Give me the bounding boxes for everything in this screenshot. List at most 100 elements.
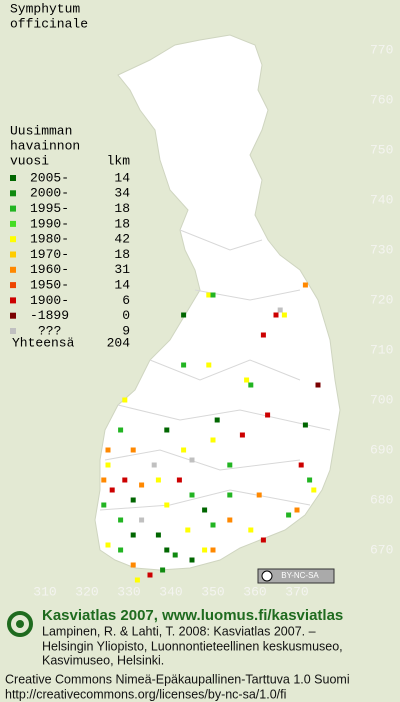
legend-count: 0 [122, 308, 130, 323]
record-square [256, 492, 262, 498]
northing-tick-label: 720 [370, 292, 393, 307]
legend-label: 1970- [30, 247, 69, 262]
northing-tick-label: 710 [370, 342, 393, 357]
record-square [311, 487, 317, 493]
legend-count: 31 [114, 262, 130, 277]
legend-swatch [10, 297, 16, 304]
record-square [118, 427, 124, 433]
legend-label: 2000- [30, 186, 69, 201]
record-square [260, 537, 266, 543]
record-square [118, 517, 124, 523]
citation-line: Lampinen, R. & Lahti, T. 2008: Kasviatla… [42, 624, 316, 638]
record-square [181, 362, 187, 368]
record-square [210, 292, 216, 298]
legend-label: ??? [38, 323, 61, 338]
badge-box [257, 568, 335, 584]
legend-label: -1899 [30, 308, 69, 323]
legend-swatch [10, 190, 16, 197]
record-square [248, 382, 254, 388]
record-square [147, 572, 153, 578]
northing-tick-label: 750 [370, 142, 393, 157]
total-label: Yhteensä [12, 335, 75, 350]
record-square [302, 282, 308, 288]
legend-label: 1990- [30, 216, 69, 231]
total-count: 204 [107, 335, 131, 350]
legend-swatch [10, 205, 16, 212]
northing-tick-label: 730 [370, 242, 393, 257]
footer-heading: Kasviatlas 2007, www.luomus.fi/kasviatla… [42, 607, 343, 624]
legend-count: 34 [114, 186, 130, 201]
record-square [139, 517, 145, 523]
legend-label: 2005- [30, 170, 69, 185]
legend-count: 6 [122, 293, 130, 308]
record-square [210, 547, 216, 553]
citation-line: Kasvimuseo, Helsinki. [42, 653, 164, 667]
count-heading: lkm [107, 153, 131, 168]
legend-heading: vuosi [10, 153, 49, 168]
record-square [185, 527, 191, 533]
northing-tick-label: 740 [370, 192, 393, 207]
record-square [265, 412, 271, 418]
record-square [176, 477, 182, 483]
legend-label: 1995- [30, 201, 69, 216]
record-square [189, 492, 195, 498]
record-square [105, 447, 111, 453]
record-square [244, 377, 250, 383]
legend-label: 1980- [30, 232, 69, 247]
record-square [130, 497, 136, 503]
record-square [294, 507, 300, 513]
northing-tick-label: 760 [370, 92, 393, 107]
record-square [155, 477, 161, 483]
record-square [281, 312, 287, 318]
easting-tick-label: 360 [243, 584, 266, 599]
record-square [189, 557, 195, 563]
legend-swatch [10, 328, 16, 334]
record-square [109, 487, 115, 493]
record-square [139, 482, 145, 488]
easting-tick-label: 330 [117, 584, 140, 599]
record-square [130, 447, 136, 453]
record-square [160, 567, 166, 573]
record-square [202, 507, 208, 513]
record-square [122, 397, 128, 403]
legend: Symphytum officinale Uusimman havainnon … [10, 1, 130, 350]
license-badge: BY-NC-SA [257, 568, 335, 584]
record-square [151, 462, 157, 468]
record-square [273, 312, 279, 318]
legend-heading: havainnon [10, 138, 80, 153]
northing-tick-label: 700 [370, 392, 393, 407]
record-square [105, 462, 111, 468]
record-square [122, 477, 128, 483]
logo-center [16, 620, 24, 628]
northing-tick-label: 690 [370, 442, 393, 457]
record-square [130, 532, 136, 538]
logo [7, 611, 33, 637]
record-square [118, 547, 124, 553]
record-square [302, 422, 308, 428]
badge-icon [261, 570, 273, 582]
finland-outline [94, 34, 341, 571]
record-square [189, 457, 195, 463]
record-square [181, 312, 187, 318]
legend-count: 14 [114, 278, 130, 293]
legend-heading: Uusimman [10, 123, 72, 138]
record-square [206, 292, 212, 298]
easting-tick-label: 350 [201, 584, 224, 599]
legend-swatch [10, 236, 16, 243]
record-square [164, 502, 170, 508]
license-line: Creative Commons Nimeä-Epäkaupallinen-Ta… [5, 672, 350, 686]
legend-count: 42 [114, 232, 130, 247]
record-square [307, 477, 313, 483]
license-line: http://creativecommons.org/licenses/by-n… [5, 687, 286, 701]
species-name: Symphytum [10, 1, 80, 16]
record-square [130, 562, 136, 568]
easting-tick-label: 320 [75, 584, 98, 599]
legend-count: 9 [122, 323, 130, 338]
record-square [210, 437, 216, 443]
record-square [105, 542, 111, 548]
northing-tick-label: 770 [370, 42, 393, 57]
species-name: officinale [10, 16, 88, 31]
legend-swatch [10, 175, 16, 181]
legend-swatch [10, 251, 16, 258]
